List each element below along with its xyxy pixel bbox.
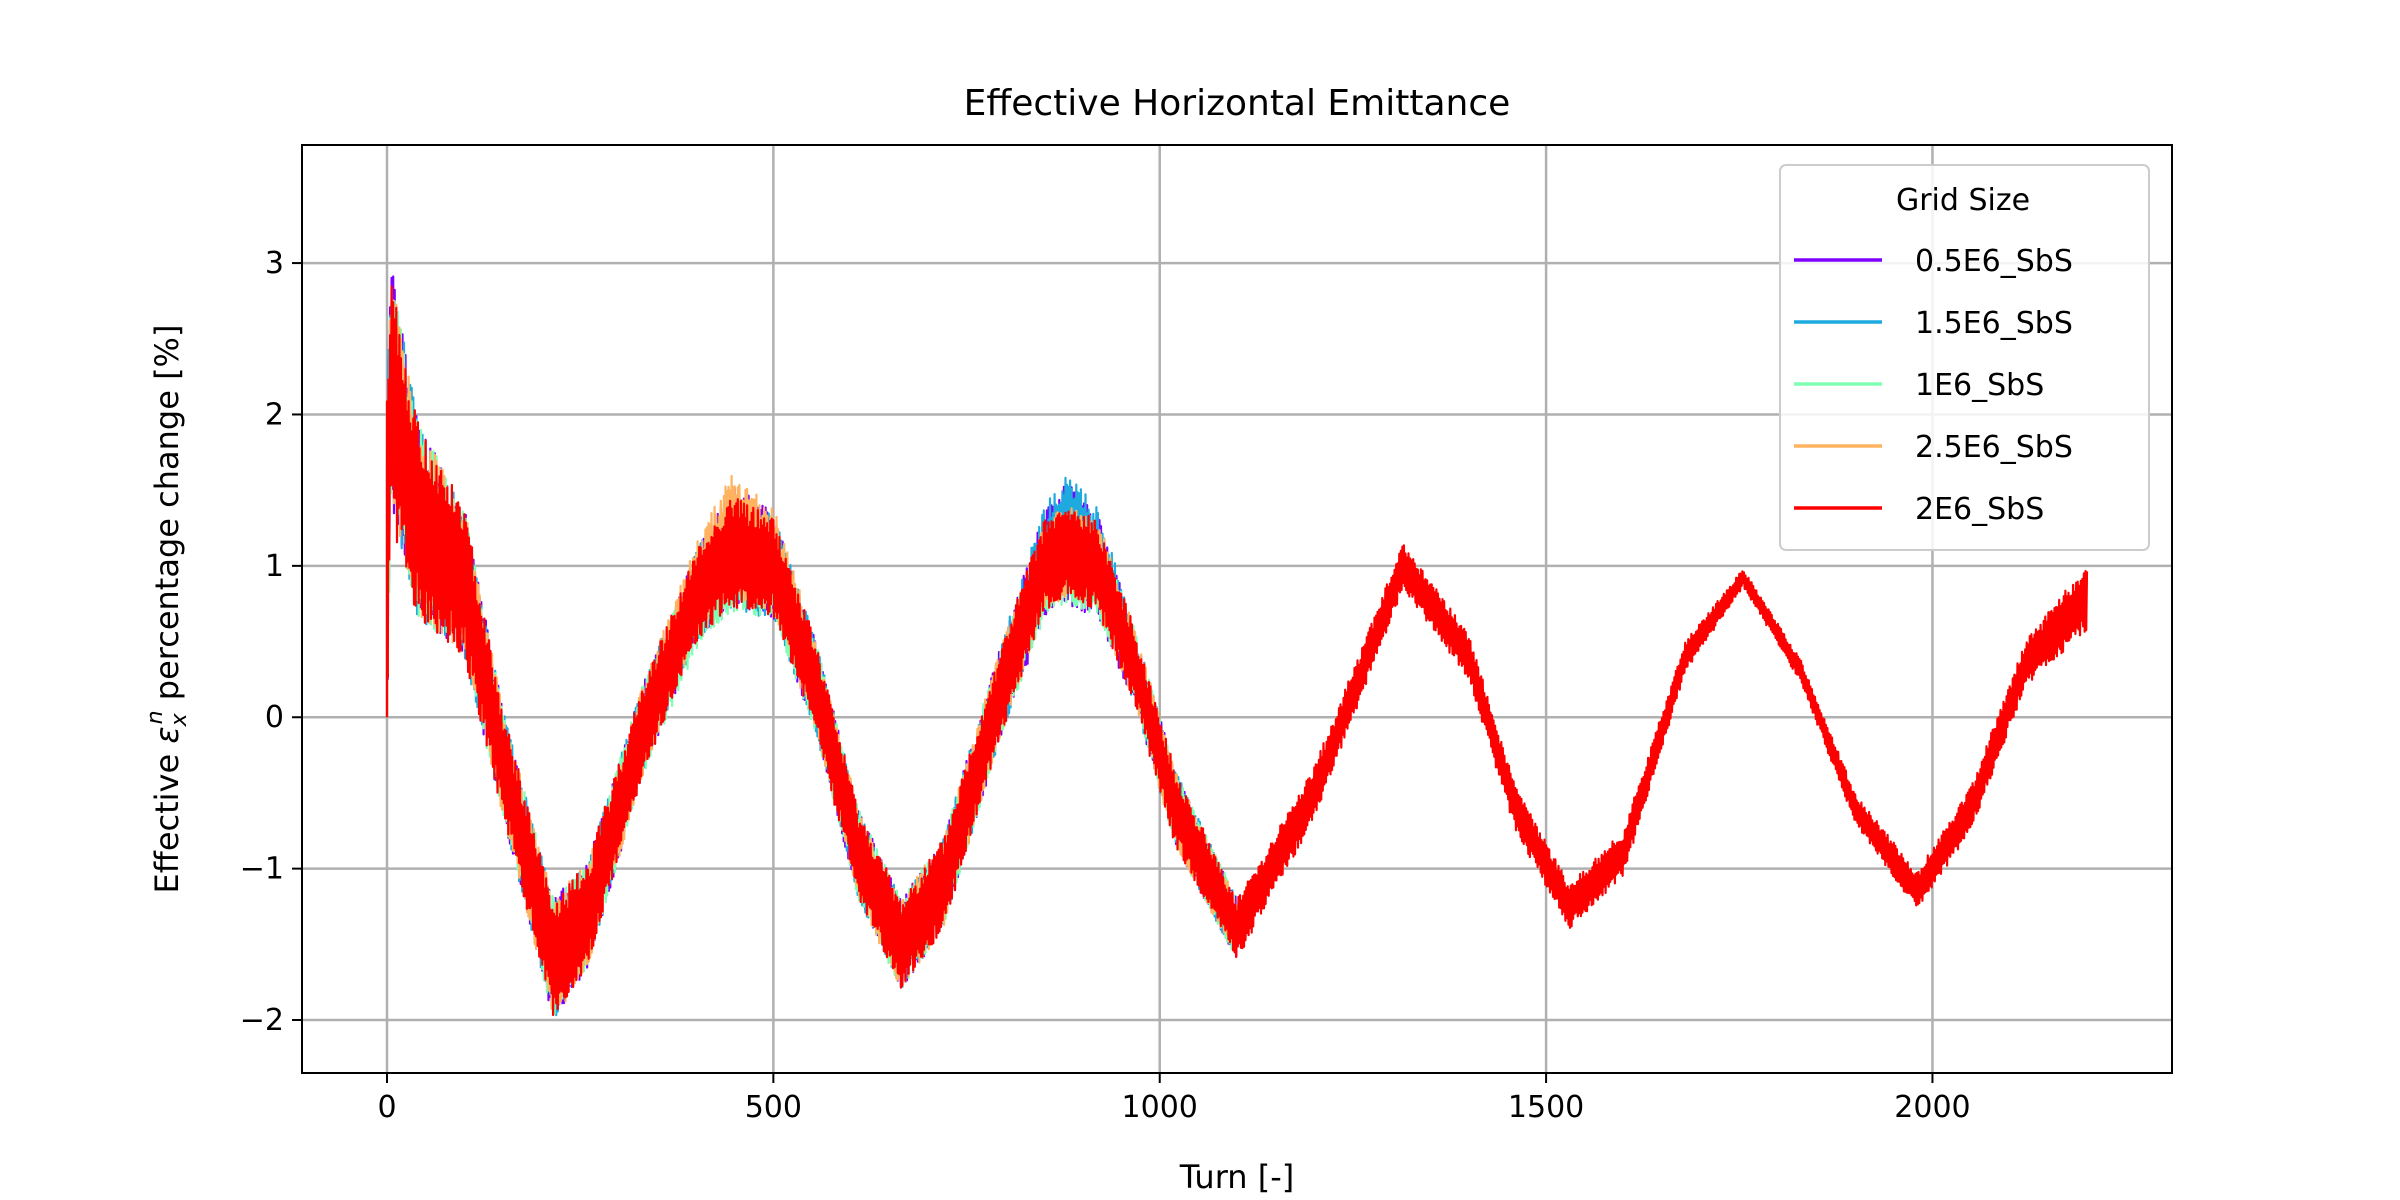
y-tick-label: −1 [240,852,284,887]
y-axis-label-sub: x [167,712,192,727]
series-line [385,285,2089,1017]
axes-frame [301,144,2173,1074]
y-axis-label: Effective εxn percentage change [%] [143,325,192,894]
series-layer [385,275,2089,1017]
y-tick-label: −2 [240,1003,284,1038]
x-axis-label: Turn [-] [1179,1158,1295,1196]
legend: Grid Size 0.5E6_SbS 1.5E6_SbS 1E6_SbS 2.5E6… [1779,164,2150,551]
x-tick-label: 2000 [1894,1090,1970,1125]
legend-entry-label: 1.5E6_SbS [1915,306,2073,341]
y-tick-label: 2 [265,397,284,432]
y-tick-label: 1 [265,549,284,584]
chart-title: Effective Horizontal Emittance [964,83,1511,124]
ticks: 0 500 1000 1500 2000 −2 −1 0 1 2 3 [240,246,1971,1125]
legend-entry-label: 1E6_SbS [1915,368,2044,403]
x-tick-label: 500 [745,1090,802,1125]
y-axis-label-prefix: Effective [148,744,186,894]
y-tick-label: 3 [265,246,284,281]
y-axis-label-suffix: percentage change [%] [148,325,186,711]
x-tick-label: 0 [377,1090,396,1125]
legend-entry-label: 2E6_SbS [1915,492,2044,527]
legend-entry-label: 2.5E6_SbS [1915,430,2073,465]
x-tick-label: 1500 [1508,1090,1584,1125]
legend-entry-label: 0.5E6_SbS [1915,244,2073,279]
x-tick-label: 1000 [1122,1090,1198,1125]
y-axis-label-sup: n [143,710,168,724]
legend-title: Grid Size [1896,183,2030,218]
y-axis-label-symbol: ε [148,726,186,743]
y-tick-label: 0 [265,700,284,735]
